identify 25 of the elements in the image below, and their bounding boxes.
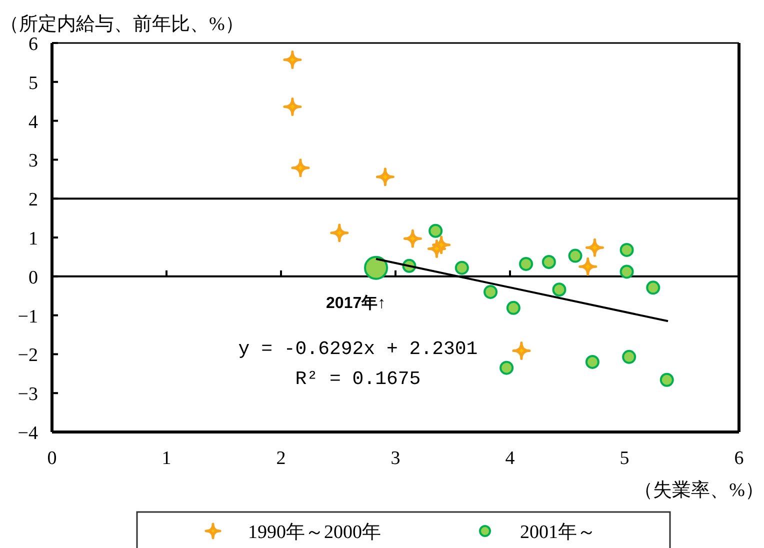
annotation: y = -0.6292x + 2.2301 <box>238 338 478 360</box>
x-tick-label: 0 <box>47 448 57 469</box>
x-tick-label: 5 <box>620 448 630 469</box>
y-tick-label: −1 <box>18 306 38 328</box>
y-tick-label: 5 <box>28 72 38 94</box>
y-tick-label: 3 <box>28 150 38 172</box>
y-tick-label: 4 <box>28 112 38 133</box>
legend-label: 1990年～2000年 <box>248 522 381 543</box>
y-tick-label: −3 <box>18 384 38 406</box>
y-tick-label: 6 <box>28 34 38 55</box>
x-tick-label: 2 <box>276 448 286 469</box>
x-tick-label: 3 <box>390 448 400 469</box>
x-axis-title: （失業率、%） <box>634 479 764 501</box>
x-tick-label: 1 <box>162 448 172 469</box>
y-tick-label: −4 <box>18 423 38 444</box>
x-tick-label: 6 <box>734 448 744 469</box>
legend-label: 2001年～ <box>520 522 596 543</box>
y-tick-label: 2 <box>28 190 38 211</box>
y-tick-label: 0 <box>28 267 38 288</box>
annotation: R² = 0.1675 <box>295 368 421 390</box>
y-tick-label: 1 <box>28 228 38 250</box>
y-axis-title: （所定内給与、前年比、%） <box>0 13 244 35</box>
y-tick-label: −2 <box>18 345 38 366</box>
x-tick-label: 4 <box>505 448 516 469</box>
annotation: 2017年↑ <box>326 294 386 312</box>
